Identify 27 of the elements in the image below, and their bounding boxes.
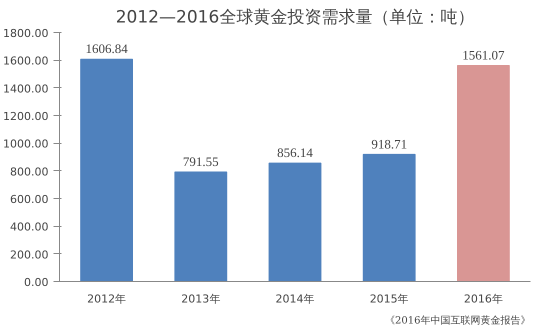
chart-title: 2012—2016全球黄金投资需求量（单位：吨） [116,8,474,28]
y-tick-label: 600.00 [10,193,49,206]
y-tick-label: 1600.00 [3,54,49,68]
bar [362,154,416,282]
text: 《2016年中国互联网黄金报告》 [385,314,531,326]
data-label: 791.55 [182,154,219,169]
y-tick-label: 800.00 [10,165,49,178]
x-tick-label: 2012年 [87,292,126,306]
data-label: 1606.84 [85,41,128,56]
x-tick-label: 2016年 [464,292,503,306]
y-tick-label: 1000.00 [3,138,49,151]
x-tick-label: 2015年 [370,292,409,306]
y-tick-label: 0.00 [24,276,49,289]
bar [174,172,228,282]
x-tick-label: 2014年 [276,292,315,306]
y-tick-label: 1400.00 [3,82,49,96]
y-tick-label: 1200.00 [3,110,49,123]
bar [268,162,322,282]
bar [80,58,134,282]
y-tick-label: 400.00 [10,220,49,234]
y-tick-label: 200.00 [10,248,49,262]
data-label: 856.14 [277,145,314,160]
data-label: 1561.07 [462,48,506,63]
bar [456,65,510,282]
x-tick-label: 2013年 [181,292,220,306]
y-tick-label: 1800.00 [3,27,49,40]
data-label: 918.71 [371,136,408,152]
